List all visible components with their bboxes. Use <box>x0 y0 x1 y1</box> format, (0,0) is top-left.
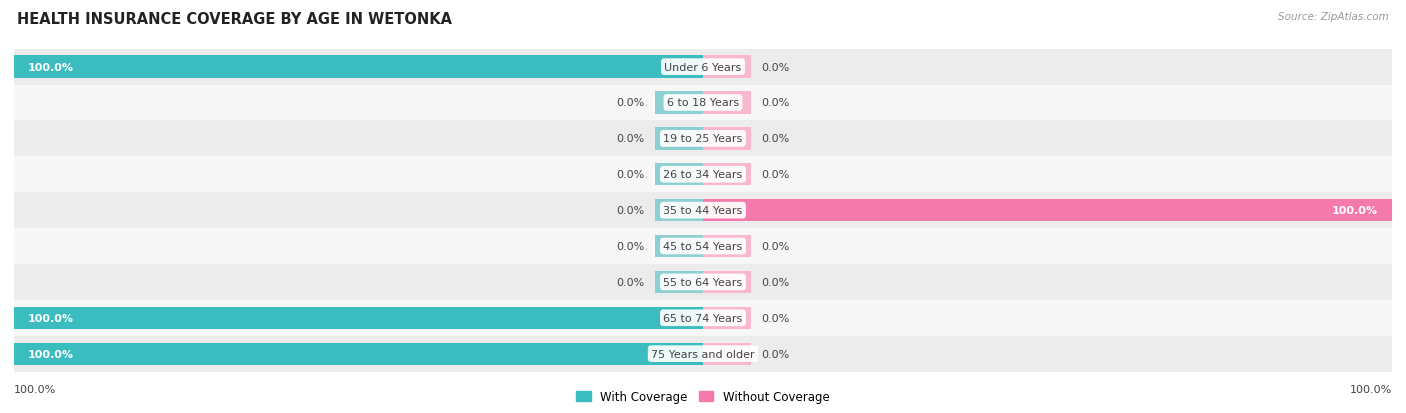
Bar <box>703 343 751 365</box>
Bar <box>703 235 751 258</box>
Text: 19 to 25 Years: 19 to 25 Years <box>664 134 742 144</box>
Text: 75 Years and older: 75 Years and older <box>651 349 755 359</box>
Bar <box>703 164 751 186</box>
Bar <box>655 199 703 222</box>
Bar <box>14 85 1392 121</box>
Bar <box>655 92 703 114</box>
Text: 100.0%: 100.0% <box>1350 384 1392 394</box>
Bar <box>14 343 703 365</box>
Text: 26 to 34 Years: 26 to 34 Years <box>664 170 742 180</box>
Bar <box>703 128 751 150</box>
Text: 0.0%: 0.0% <box>762 313 790 323</box>
Bar <box>14 193 1392 228</box>
Text: 0.0%: 0.0% <box>616 134 644 144</box>
Bar <box>14 336 1392 372</box>
Text: 0.0%: 0.0% <box>762 349 790 359</box>
Bar <box>655 128 703 150</box>
Bar <box>14 157 1392 193</box>
Text: 100.0%: 100.0% <box>28 313 75 323</box>
Text: 0.0%: 0.0% <box>616 206 644 216</box>
Text: 100.0%: 100.0% <box>1331 206 1378 216</box>
Text: 6 to 18 Years: 6 to 18 Years <box>666 98 740 108</box>
Bar <box>14 56 703 78</box>
Bar <box>655 164 703 186</box>
Bar <box>14 307 703 329</box>
Text: 0.0%: 0.0% <box>762 62 790 72</box>
Text: 0.0%: 0.0% <box>762 134 790 144</box>
Text: 100.0%: 100.0% <box>28 62 75 72</box>
Bar <box>14 50 1392 85</box>
Bar <box>703 307 751 329</box>
Bar <box>655 271 703 293</box>
Text: 0.0%: 0.0% <box>762 242 790 252</box>
Text: 0.0%: 0.0% <box>762 98 790 108</box>
Legend: With Coverage, Without Coverage: With Coverage, Without Coverage <box>572 385 834 408</box>
Text: 100.0%: 100.0% <box>14 384 56 394</box>
Bar <box>14 121 1392 157</box>
Bar <box>703 92 751 114</box>
Bar <box>703 271 751 293</box>
Bar <box>14 228 1392 264</box>
Text: 35 to 44 Years: 35 to 44 Years <box>664 206 742 216</box>
Text: 0.0%: 0.0% <box>762 277 790 287</box>
Text: 45 to 54 Years: 45 to 54 Years <box>664 242 742 252</box>
Text: 55 to 64 Years: 55 to 64 Years <box>664 277 742 287</box>
Bar <box>655 235 703 258</box>
Text: 0.0%: 0.0% <box>616 242 644 252</box>
Bar <box>703 199 1392 222</box>
Text: Source: ZipAtlas.com: Source: ZipAtlas.com <box>1278 12 1389 22</box>
Text: 100.0%: 100.0% <box>28 349 75 359</box>
Text: HEALTH INSURANCE COVERAGE BY AGE IN WETONKA: HEALTH INSURANCE COVERAGE BY AGE IN WETO… <box>17 12 451 27</box>
Text: 0.0%: 0.0% <box>762 170 790 180</box>
Bar <box>14 300 1392 336</box>
Text: 0.0%: 0.0% <box>616 277 644 287</box>
Bar <box>14 264 1392 300</box>
Text: 65 to 74 Years: 65 to 74 Years <box>664 313 742 323</box>
Text: 0.0%: 0.0% <box>616 98 644 108</box>
Text: 0.0%: 0.0% <box>616 170 644 180</box>
Bar <box>703 56 751 78</box>
Text: Under 6 Years: Under 6 Years <box>665 62 741 72</box>
